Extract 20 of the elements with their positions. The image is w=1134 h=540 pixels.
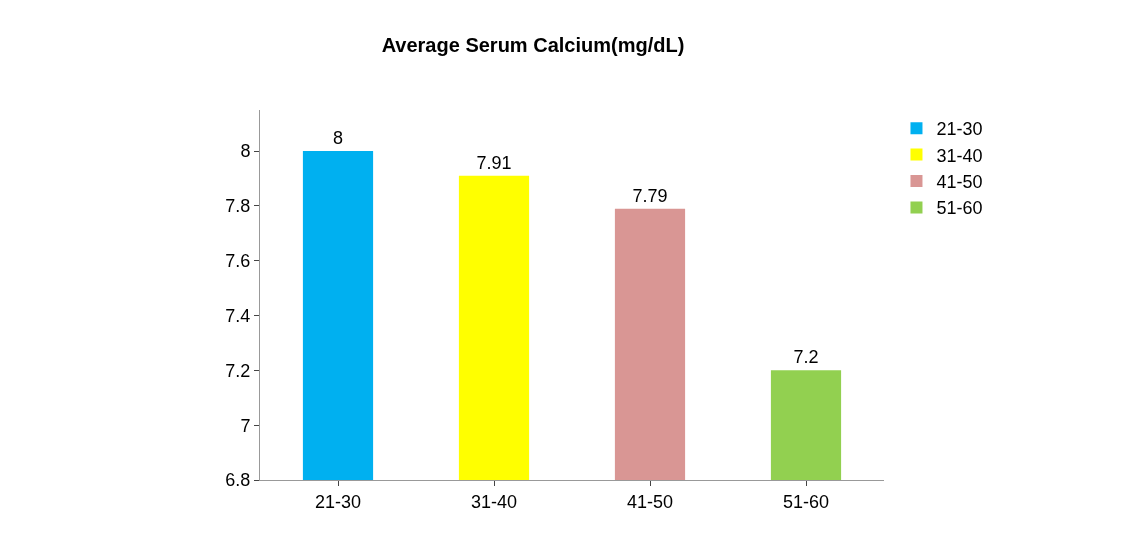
x-tick-label: 21-30 <box>314 491 362 512</box>
y-tick-label: 6.8 <box>225 470 251 491</box>
y-tick-label: 7.8 <box>225 196 251 217</box>
y-tick-label: 7.4 <box>225 305 251 326</box>
y-tick-label: 7.2 <box>225 360 251 381</box>
y-tick-label: 7 <box>240 415 251 436</box>
data-label: 7.79 <box>632 185 668 206</box>
legend-label: 21-30 <box>936 119 983 140</box>
legend-label: 31-40 <box>936 145 983 166</box>
x-tick-label: 51-60 <box>782 491 830 512</box>
data-label: 7.2 <box>793 347 819 368</box>
x-tick-label: 31-40 <box>470 491 518 512</box>
legend-label: 41-50 <box>936 172 983 193</box>
y-tick-label: 7.6 <box>225 251 251 272</box>
chart-title: Average Serum Calcium(mg/dL) <box>381 33 685 56</box>
data-label: 8 <box>332 128 344 149</box>
x-tick-label: 41-50 <box>626 491 674 512</box>
y-tick-label: 8 <box>240 141 251 162</box>
data-label: 7.91 <box>476 152 512 173</box>
legend-label: 51-60 <box>936 198 983 219</box>
